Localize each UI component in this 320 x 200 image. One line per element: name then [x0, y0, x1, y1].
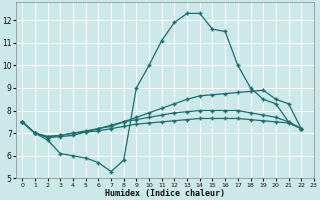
X-axis label: Humidex (Indice chaleur): Humidex (Indice chaleur) [105, 189, 225, 198]
